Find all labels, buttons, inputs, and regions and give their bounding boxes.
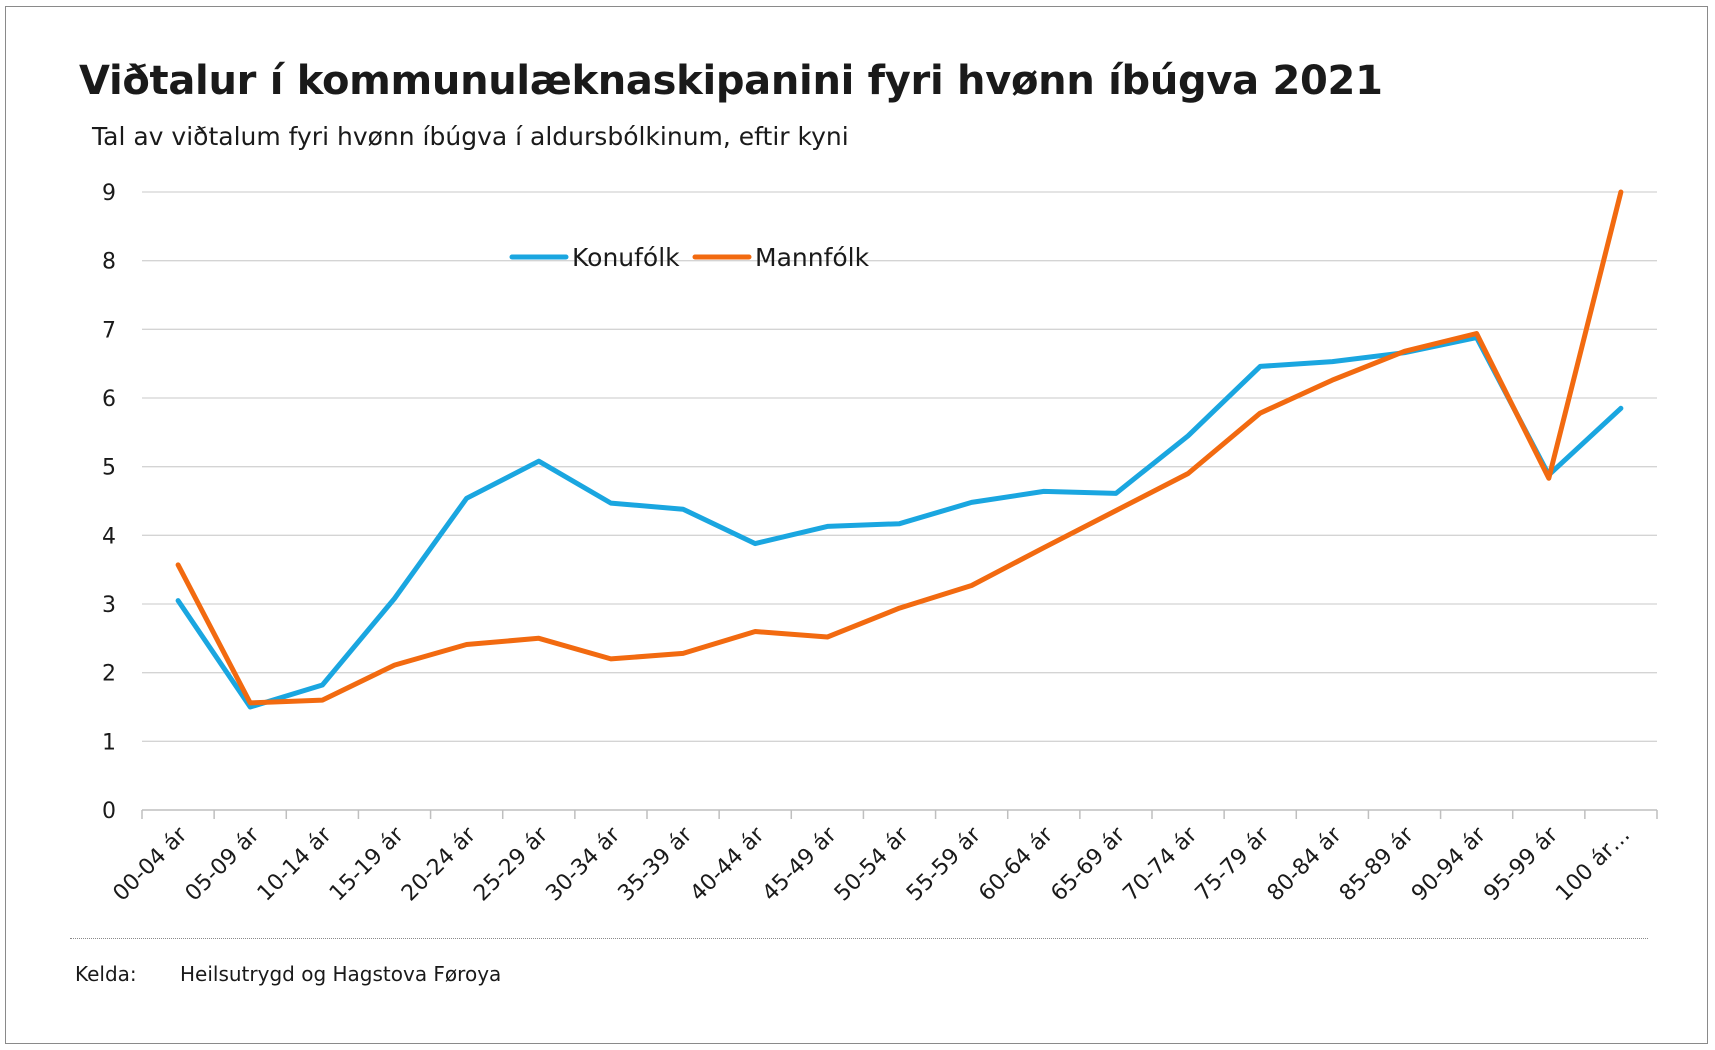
x-tick-label: 45-49 ár [758, 822, 842, 906]
footer-divider [70, 938, 1648, 939]
x-tick-label: 20-24 ár [397, 822, 481, 906]
y-tick-label: 2 [102, 662, 116, 687]
x-tick-label: 95-99 ár [1479, 822, 1563, 906]
source-label: Kelda: [75, 962, 137, 986]
series-line-konufolk [175, 335, 1624, 710]
legend-label-mannfolk: Mannfólk [755, 243, 870, 272]
x-tick-label: 50-54 ár [830, 822, 914, 906]
x-tick-label: 80-84 ár [1263, 822, 1347, 906]
y-tick-label: 9 [102, 181, 116, 206]
x-tick-label: 85-89 ár [1335, 822, 1419, 906]
y-tick-label: 8 [102, 250, 116, 275]
x-tick-label: 60-64 ár [974, 822, 1058, 906]
x-tick-label: 55-59 ár [902, 822, 986, 906]
series-line-mannfolk [175, 189, 1624, 706]
x-tick-label: 35-39 ár [614, 822, 698, 906]
source-value: Heilsutrygd og Hagstova Føroya [180, 962, 502, 986]
y-tick-label: 4 [102, 524, 116, 549]
y-tick-label: 3 [102, 593, 116, 618]
x-tick-label: 100 ár… [1551, 823, 1635, 907]
x-tick-label: 75-79 ár [1191, 822, 1275, 906]
x-tick-label: 90-94 ár [1407, 822, 1491, 906]
y-tick-label: 6 [102, 387, 116, 412]
y-tick-label: 0 [102, 799, 116, 824]
x-tick-label: 10-14 ár [253, 822, 337, 906]
x-tick-label: 70-74 ár [1119, 822, 1203, 906]
x-tick-label: 30-34 ár [541, 822, 625, 906]
x-tick-label: 25-29 ár [469, 822, 553, 906]
x-tick-label: 15-19 ár [325, 822, 409, 906]
x-tick-label: 00-04 ár [109, 822, 193, 906]
y-tick-label: 5 [102, 456, 116, 481]
x-tick-label: 05-09 ár [181, 822, 265, 906]
x-tick-label: 65-69 ár [1046, 822, 1130, 906]
y-tick-label: 1 [102, 730, 116, 755]
legend: Konufólk Mannfólk [509, 243, 870, 272]
gridlines [142, 191, 1657, 742]
chart-subtitle: Tal av viðtalum fyri hvønn íbúgva í aldu… [92, 122, 849, 151]
x-tick-label: 40-44 ár [686, 822, 770, 906]
series-lines [175, 189, 1624, 710]
legend-label-konufolk: Konufólk [572, 243, 680, 272]
y-tick-label: 7 [102, 318, 116, 343]
chart-title: Viðtalur í kommunulæknaskipanini fyri hv… [79, 58, 1383, 104]
y-axis-ticks: 0 1 2 3 4 5 6 7 8 9 [102, 181, 116, 824]
